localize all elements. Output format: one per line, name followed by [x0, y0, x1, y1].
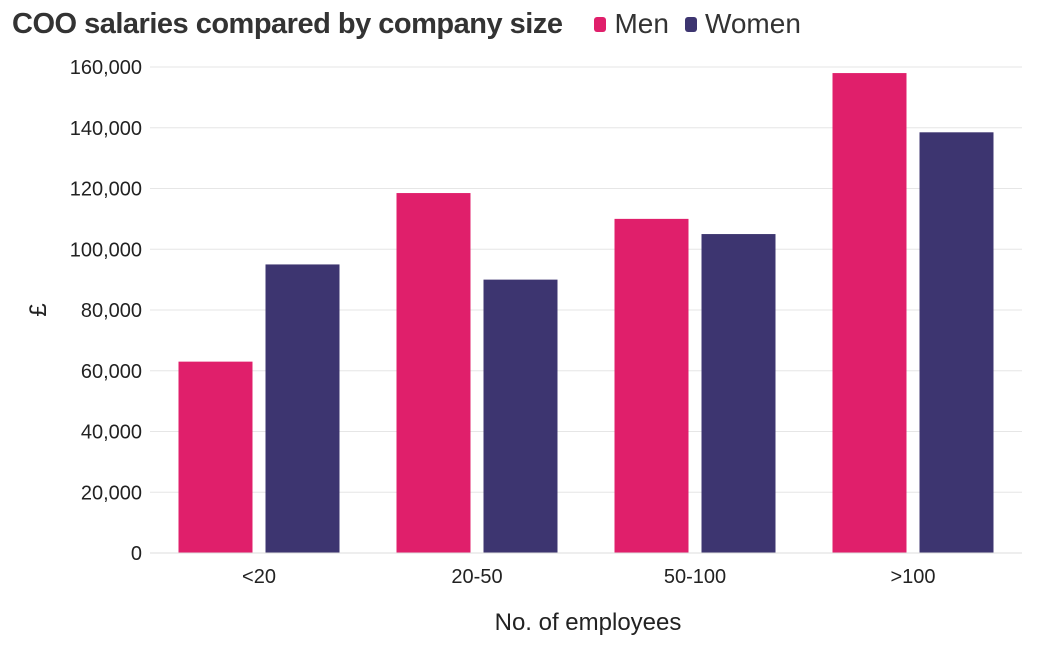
bar-men[interactable]: [396, 193, 471, 553]
legend-item-men[interactable]: Men: [594, 8, 669, 40]
x-axis-ticks: <20 20-50 50-100 >100: [242, 566, 936, 588]
legend: Men Women: [594, 8, 816, 40]
x-tick-label: <20: [242, 566, 276, 588]
y-axis-ticks: 0 20,000 40,000 60,000 80,000 100,000 120,000 1…: [70, 57, 142, 565]
bar-women[interactable]: [483, 279, 558, 553]
y-tick-label: 40,000: [81, 422, 142, 444]
y-tick-label: 160,000: [70, 57, 142, 79]
x-tick-label: 50-100: [664, 566, 726, 588]
y-tick-label: 140,000: [70, 118, 142, 140]
y-tick-label: 0: [131, 543, 142, 565]
y-tick-label: 100,000: [70, 239, 142, 261]
y-axis-label: £: [25, 303, 52, 316]
bar-men[interactable]: [614, 218, 689, 553]
y-tick-label: 120,000: [70, 179, 142, 201]
chart-title: COO salaries compared by company size: [12, 7, 563, 40]
bar-women[interactable]: [919, 132, 994, 553]
y-tick-label: 60,000: [81, 361, 142, 383]
legend-label-men: Men: [614, 8, 669, 39]
x-axis-label: No. of employees: [495, 609, 682, 636]
bars: [178, 73, 994, 553]
chart-header: COO salaries compared by company size Me…: [12, 4, 817, 44]
x-tick-label: 20-50: [451, 566, 502, 588]
bar-men[interactable]: [178, 361, 253, 553]
bar-women[interactable]: [265, 264, 340, 553]
y-tick-label: 80,000: [81, 300, 142, 322]
legend-item-women[interactable]: Women: [684, 8, 801, 40]
legend-swatch-women: [684, 16, 697, 32]
legend-label-women: Women: [704, 8, 801, 39]
bar-women[interactable]: [701, 234, 776, 553]
bar-men[interactable]: [832, 73, 907, 553]
x-tick-label: >100: [890, 566, 935, 588]
legend-swatch-men: [594, 16, 607, 32]
y-tick-label: 20,000: [81, 482, 142, 504]
